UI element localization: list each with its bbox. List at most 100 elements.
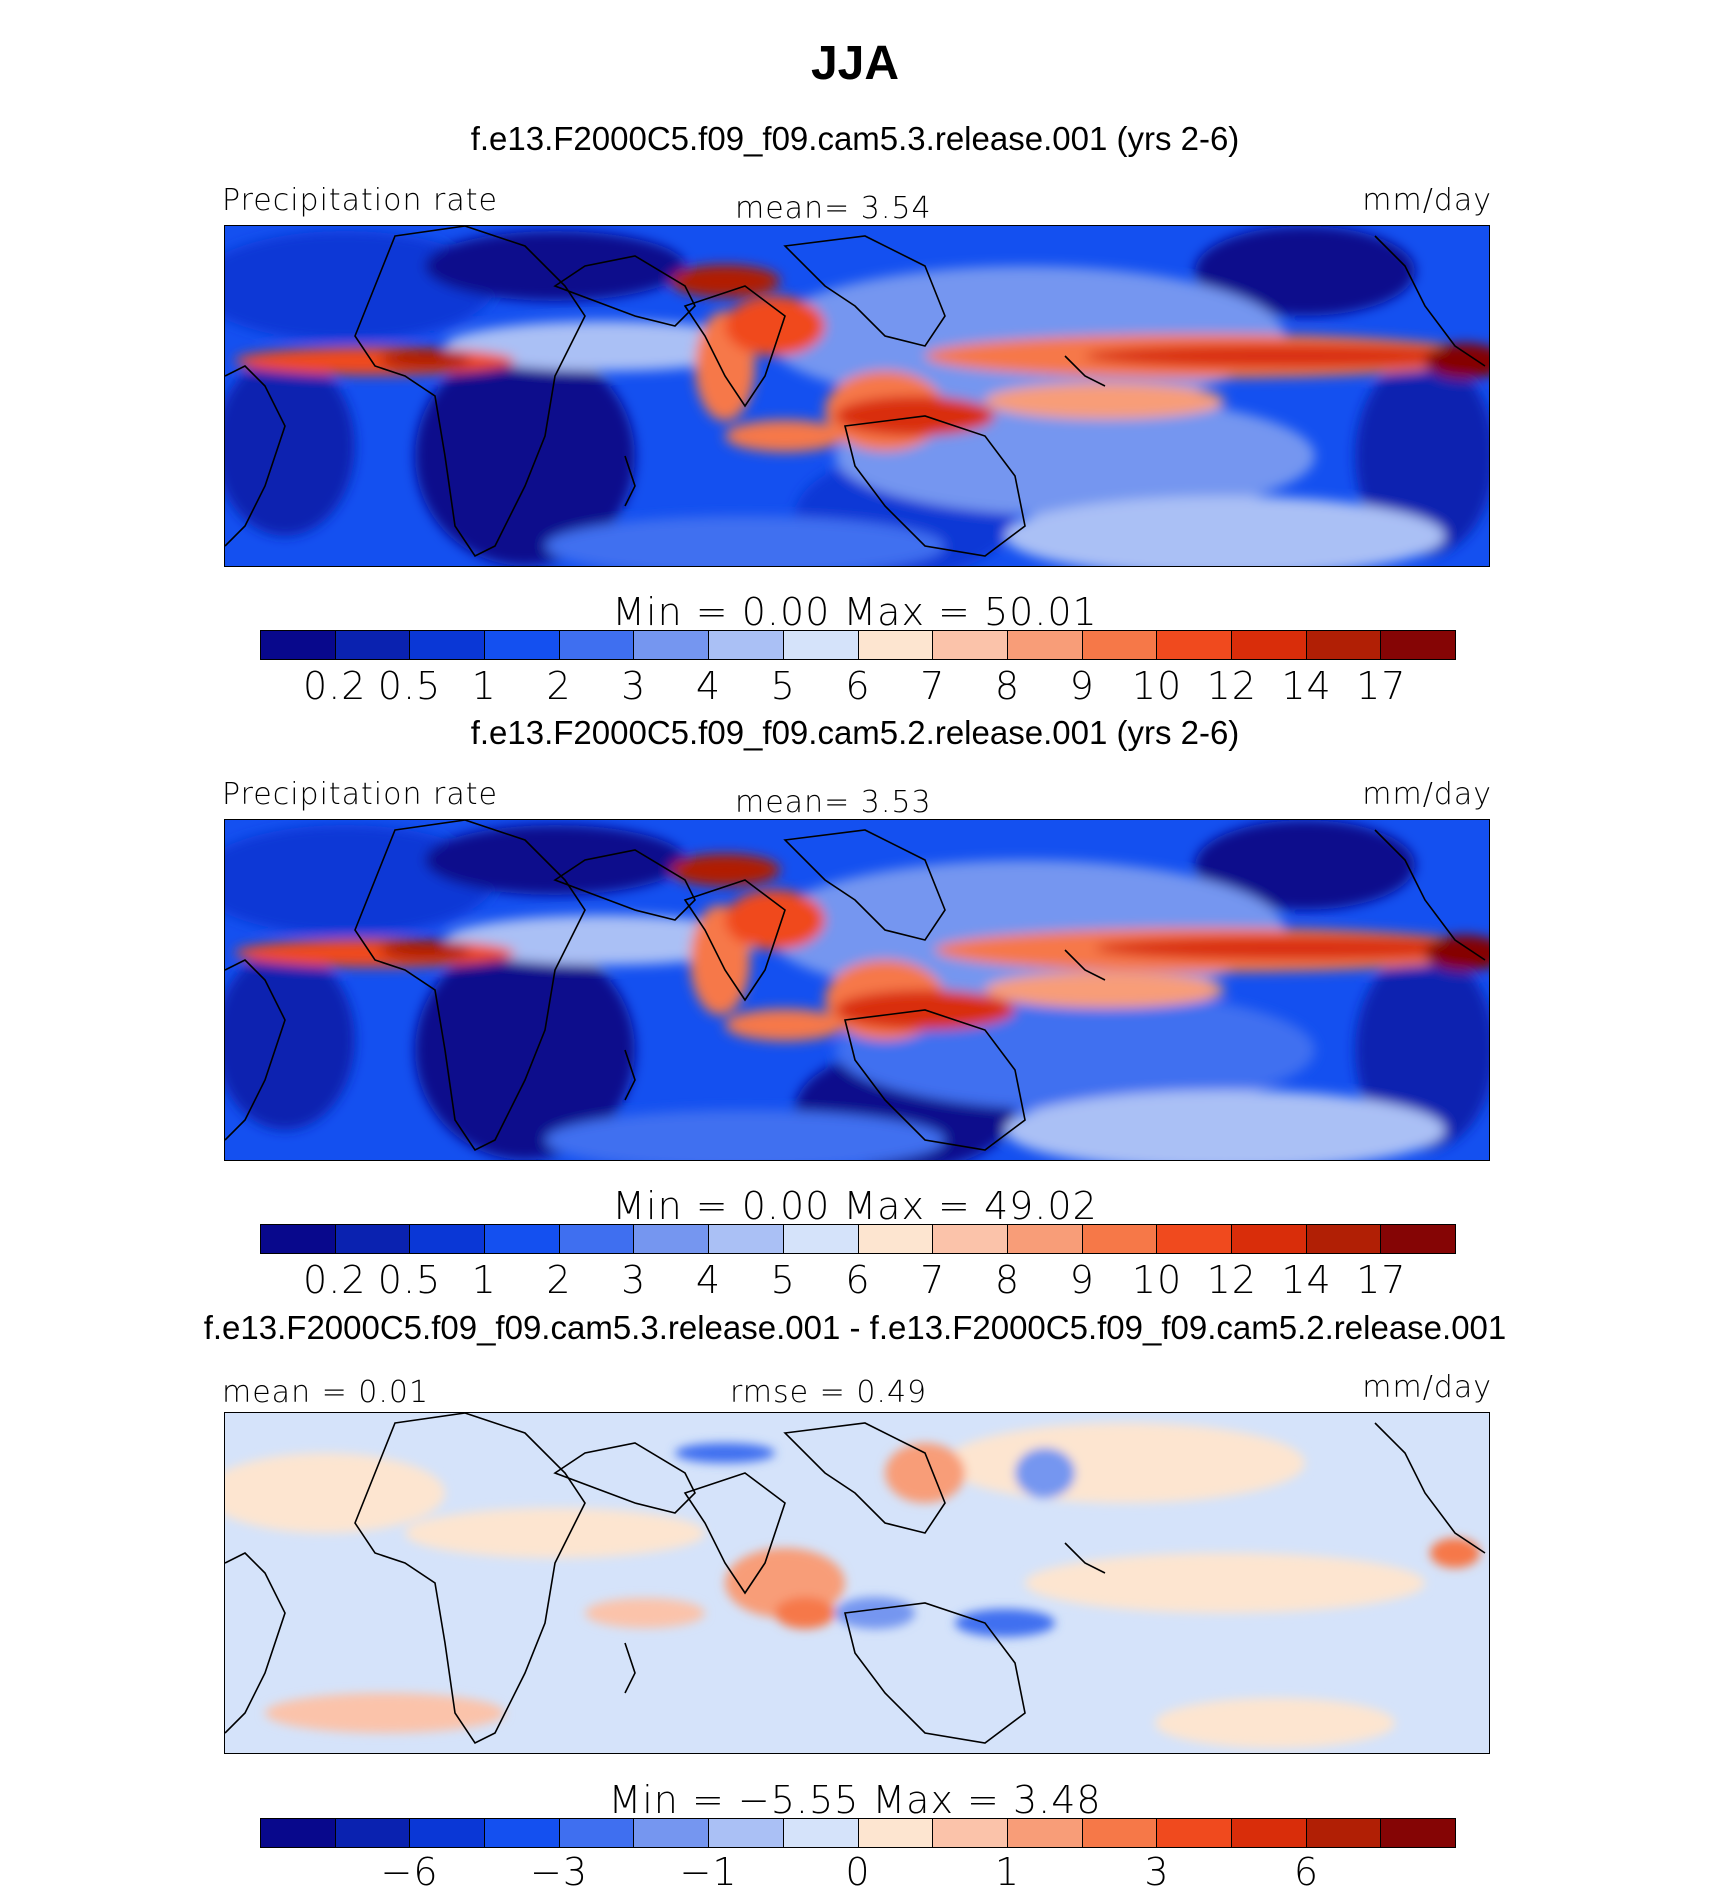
- colorbar-tick-label: 5: [770, 1258, 796, 1302]
- colorbar-swatch: [858, 1819, 934, 1847]
- page-title: JJA: [810, 37, 900, 90]
- colorbar-swatch: [933, 631, 1008, 659]
- colorbar-swatch: [1157, 631, 1232, 659]
- colorbar-tick-label: 1: [471, 664, 497, 708]
- panel2-mean-label: mean= 3.53: [735, 785, 932, 820]
- colorbar-tick-label: 3: [1144, 1850, 1170, 1894]
- colorbar-swatch: [709, 631, 784, 659]
- colorbar-swatch: [410, 1225, 486, 1253]
- panel1-colorbar: [260, 630, 1456, 660]
- colorbar-tick-label: 1: [994, 1850, 1021, 1894]
- colorbar-tick-label: 4: [695, 664, 722, 708]
- colorbar-tick-label: 12: [1206, 1258, 1257, 1302]
- colorbar-swatch: [634, 1225, 710, 1253]
- colorbar-swatch: [709, 1819, 784, 1847]
- colorbar-swatch: [1381, 631, 1455, 659]
- colorbar-tick-label: 4: [695, 1258, 722, 1302]
- panel2-variable-label: Precipitation rate: [222, 777, 498, 812]
- panel3-minmax: Min = −5.55 Max = 3.48: [608, 1778, 1102, 1822]
- colorbar-swatch: [634, 1819, 710, 1847]
- panel2-units-label: mm/day: [1362, 777, 1492, 812]
- colorbar-swatch: [261, 1225, 336, 1253]
- colorbar-swatch: [559, 631, 635, 659]
- colorbar-swatch: [559, 1225, 635, 1253]
- panel2-subtitle: f.e13.F2000C5.f09_f09.cam5.2.release.001…: [470, 714, 1240, 751]
- colorbar-swatch: [1082, 1819, 1158, 1847]
- colorbar-tick-label: 3: [621, 664, 647, 708]
- colorbar-swatch: [559, 1819, 635, 1847]
- colorbar-swatch: [261, 1819, 336, 1847]
- colorbar-tick-label: 10: [1131, 664, 1183, 708]
- panel3-map-field: [225, 1413, 1489, 1753]
- panel1-units-label: mm/day: [1362, 183, 1492, 218]
- colorbar-swatch: [1306, 1225, 1382, 1253]
- panel1-mean-label: mean= 3.54: [735, 191, 932, 226]
- colorbar-swatch: [1231, 631, 1307, 659]
- colorbar-swatch: [485, 631, 560, 659]
- colorbar-tick-label: 2: [546, 1258, 572, 1302]
- colorbar-swatch: [1231, 1819, 1307, 1847]
- colorbar-swatch: [783, 631, 859, 659]
- colorbar-swatch: [1157, 1819, 1232, 1847]
- colorbar-tick-label: 6: [845, 664, 871, 708]
- panel1-variable-label: Precipitation rate: [222, 183, 498, 218]
- colorbar-swatch: [933, 1819, 1008, 1847]
- colorbar-swatch: [1007, 631, 1083, 659]
- colorbar-swatch: [1007, 1225, 1083, 1253]
- panel1-map-field: [225, 226, 1489, 566]
- colorbar-swatch: [858, 631, 934, 659]
- panel1-minmax: Min = 0.00 Max = 50.01: [612, 590, 1098, 634]
- colorbar-swatch: [335, 631, 411, 659]
- panel3-colorbar: [260, 1818, 1456, 1848]
- colorbar-swatch: [1381, 1225, 1455, 1253]
- colorbar-tick-label: −6: [380, 1850, 439, 1894]
- colorbar-tick-label: 7: [920, 1258, 946, 1302]
- colorbar-tick-label: −1: [679, 1850, 738, 1894]
- colorbar-tick-label: 6: [1293, 1850, 1320, 1894]
- colorbar-tick-label: 2: [546, 664, 572, 708]
- colorbar-tick-label: 7: [920, 664, 946, 708]
- colorbar-swatch: [1082, 1225, 1158, 1253]
- colorbar-swatch: [335, 1819, 411, 1847]
- panel1-subtitle: f.e13.F2000C5.f09_f09.cam5.3.release.001…: [470, 120, 1240, 157]
- colorbar-tick-label: 14: [1281, 1258, 1332, 1302]
- colorbar-swatch: [410, 631, 486, 659]
- colorbar-swatch: [261, 631, 336, 659]
- panel3-units-label: mm/day: [1362, 1370, 1492, 1405]
- colorbar-tick-label: 0.2: [303, 1258, 367, 1302]
- colorbar-tick-label: 0: [845, 1850, 871, 1894]
- colorbar-tick-label: 9: [1069, 1258, 1095, 1302]
- colorbar-swatch: [1306, 1819, 1382, 1847]
- panel2-map: [224, 819, 1490, 1161]
- colorbar-swatch: [783, 1819, 859, 1847]
- colorbar-swatch: [1082, 631, 1158, 659]
- colorbar-tick-label: 14: [1281, 664, 1332, 708]
- colorbar-tick-label: 5: [770, 664, 796, 708]
- colorbar-tick-label: 12: [1206, 664, 1257, 708]
- panel3-mean-label: mean = 0.01: [222, 1375, 430, 1410]
- colorbar-tick-label: 9: [1069, 664, 1095, 708]
- colorbar-swatch: [933, 1225, 1008, 1253]
- colorbar-swatch: [1157, 1225, 1232, 1253]
- colorbar-tick-label: 6: [845, 1258, 871, 1302]
- colorbar-swatch: [485, 1819, 560, 1847]
- colorbar-swatch: [858, 1225, 934, 1253]
- colorbar-tick-label: 0.5: [377, 1258, 442, 1302]
- panel2-map-field: [225, 820, 1489, 1160]
- panel1-map: [224, 225, 1490, 567]
- colorbar-swatch: [1231, 1225, 1307, 1253]
- colorbar-tick-label: 1: [471, 1258, 497, 1302]
- colorbar-tick-label: 17: [1356, 664, 1407, 708]
- panel2-minmax: Min = 0.00 Max = 49.02: [612, 1184, 1098, 1228]
- colorbar-swatch: [410, 1819, 486, 1847]
- colorbar-swatch: [709, 1225, 784, 1253]
- panel3-map: [224, 1412, 1490, 1754]
- colorbar-swatch: [634, 631, 710, 659]
- panel2-colorbar: [260, 1224, 1456, 1254]
- colorbar-tick-label: 0.5: [377, 664, 442, 708]
- colorbar-tick-label: 3: [621, 1258, 647, 1302]
- colorbar-tick-label: 17: [1356, 1258, 1407, 1302]
- colorbar-tick-label: 0.2: [303, 664, 367, 708]
- colorbar-swatch: [335, 1225, 411, 1253]
- colorbar-swatch: [1381, 1819, 1455, 1847]
